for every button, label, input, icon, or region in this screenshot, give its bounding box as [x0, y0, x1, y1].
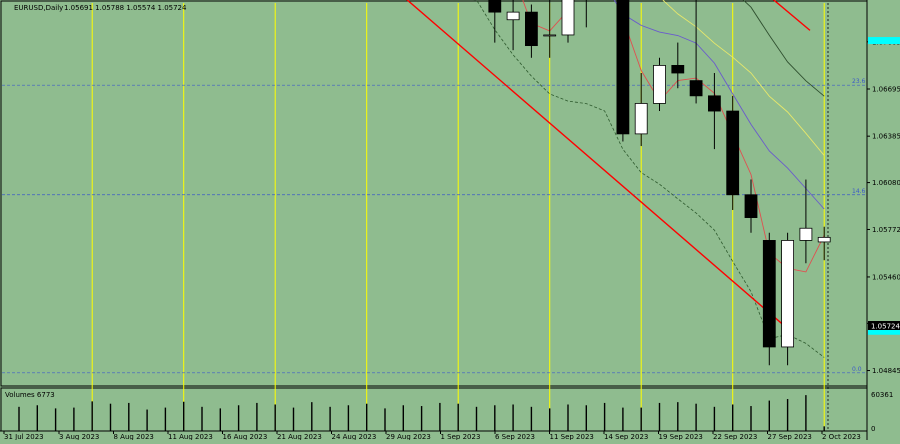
bear-candle: [708, 95, 721, 112]
fib-level-label: 14.6: [852, 188, 866, 195]
time-tick-label: 8 Aug 2023: [114, 433, 154, 440]
time-tick-label: 3 Aug 2023: [59, 433, 99, 440]
bear-candle: [525, 11, 538, 47]
time-tick-label: 21 Aug 2023: [277, 433, 322, 440]
current-price-box: [868, 321, 900, 330]
time-tick-label: 16 Aug 2023: [223, 433, 268, 440]
time-tick-label: 1 Sep 2023: [441, 433, 481, 440]
candles: [488, 0, 831, 366]
price-channel: [406, 0, 811, 328]
bull-candle: [799, 227, 813, 241]
fib-level-label: 0.0: [852, 366, 862, 373]
price-tick-label: 1.05460: [872, 273, 900, 281]
bull-candle: [653, 64, 666, 104]
fib-level-label: 23.6: [852, 78, 866, 85]
volume-pane-border: [0, 387, 868, 432]
bull-candle: [543, 34, 557, 37]
price-tick-label: 1.04845: [872, 367, 900, 375]
current-price-label: 1.05724: [871, 323, 900, 331]
moving-average-slow: [742, 0, 825, 97]
bear-candle: [726, 110, 740, 196]
bollinger-bands: [473, 0, 825, 358]
bear-candle: [616, 0, 630, 135]
time-tick-label: 2 Oct 2023: [822, 433, 861, 440]
bull-candle: [817, 236, 831, 243]
ohlc-readout: 1.05691 1.05788 1.05574 1.05724: [64, 4, 187, 12]
volume-zero-label: 0: [871, 425, 875, 433]
price-tick-label: 1.05772: [872, 226, 900, 234]
moving-average-blue: [613, 0, 825, 210]
price-tick-label: 1.06080: [872, 179, 900, 187]
volume-max-label: 60361: [871, 391, 893, 399]
bear-candle: [689, 80, 703, 97]
cyan-level-mark: [868, 327, 900, 335]
time-tick-label: 24 Aug 2023: [332, 433, 377, 440]
time-axis: 31 Jul 2023 3 Aug 2023 8 Aug 2023 11 Aug 20…: [0, 430, 867, 441]
bear-candle: [762, 240, 776, 348]
time-tick-label: 14 Sep 2023: [604, 433, 648, 440]
bear-candle: [488, 0, 502, 13]
bull-candle: [561, 0, 575, 36]
moving-averages: [522, 0, 825, 273]
moving-average-yellow: [662, 0, 825, 156]
time-tick-label: 19 Sep 2023: [659, 433, 703, 440]
bull-candle: [634, 103, 648, 135]
vertical-grid-lines: [91, 3, 829, 431]
fibonacci-levels: 61.850.038.223.614.60.0: [2, 78, 866, 374]
price-axis: 1.107001.103951.100851.097751.094701.091…: [867, 37, 900, 375]
cyan-level-mark: [868, 37, 900, 45]
bollinger-lower: [473, 0, 825, 358]
bull-candle: [506, 11, 520, 21]
channel-lower-line: [406, 0, 787, 328]
channel-upper-line: [772, 0, 811, 31]
time-tick-label: 11 Sep 2023: [550, 433, 594, 440]
price-tick-label: 1.06385: [872, 133, 900, 141]
bull-candle: [781, 240, 794, 348]
price-tick-label: 1.06695: [872, 85, 900, 93]
chart-title: EURUSD,Daily: [14, 4, 63, 12]
volume-label: Volumes 6773: [5, 391, 55, 399]
bear-candle: [744, 194, 758, 218]
bear-candle: [671, 64, 685, 74]
volume-bars: [18, 395, 825, 431]
time-tick-label: 31 Jul 2023: [4, 433, 44, 440]
time-tick-label: 6 Sep 2023: [495, 433, 535, 440]
moving-average-red: [522, 0, 825, 273]
time-tick-label: 29 Aug 2023: [386, 433, 431, 440]
time-tick-label: 22 Sep 2023: [713, 433, 757, 440]
time-tick-label: 11 Aug 2023: [168, 433, 213, 440]
time-tick-label: 27 Sep 2023: [768, 433, 812, 440]
